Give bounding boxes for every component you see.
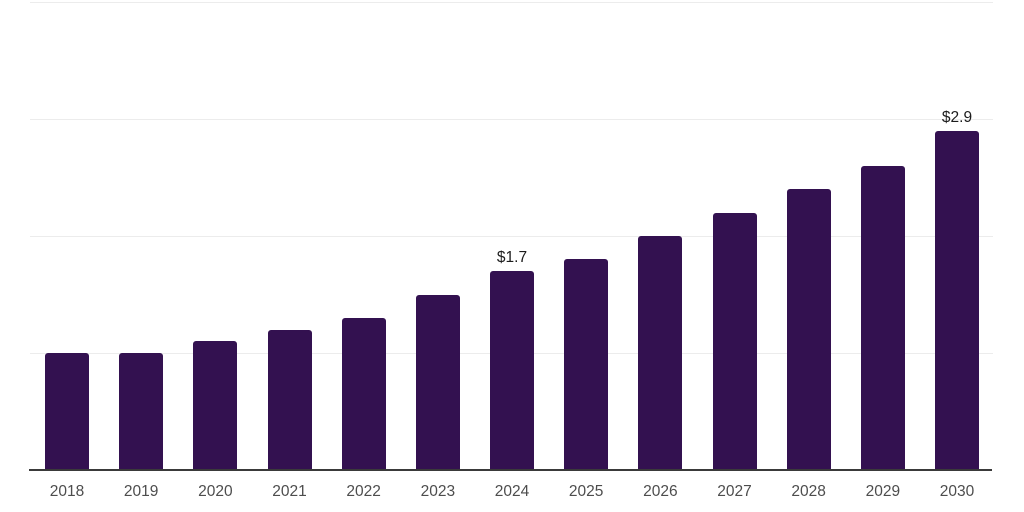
x-tick-2030: 2030 — [939, 483, 975, 500]
x-tick-2026: 2026 — [643, 483, 678, 500]
data-label-2030: $2.9 — [941, 108, 973, 126]
bar-2025 — [564, 259, 609, 470]
bar-2026 — [638, 236, 683, 470]
x-tick-2019: 2019 — [123, 483, 159, 500]
data-label-2024: $1.7 — [496, 249, 528, 267]
bar-2018 — [45, 353, 89, 470]
x-tick-2020: 2020 — [198, 483, 233, 500]
gridline-3 — [30, 119, 993, 120]
x-tick-2028: 2028 — [791, 483, 826, 500]
x-tick-2025: 2025 — [568, 483, 604, 500]
bar-2020 — [193, 341, 238, 470]
bar-2019 — [119, 353, 164, 470]
x-tick-2029: 2029 — [865, 483, 901, 500]
x-tick-2018: 2018 — [49, 483, 85, 500]
gridline-2 — [30, 236, 993, 237]
x-tick-2021: 2021 — [272, 483, 307, 500]
x-axis-line — [29, 469, 992, 471]
bar-2029 — [860, 165, 905, 470]
bar-2024 — [490, 271, 534, 470]
bar-2028 — [786, 189, 831, 470]
x-tick-2024: 2024 — [494, 483, 530, 500]
x-tick-2027: 2027 — [717, 483, 752, 500]
bar-2023 — [415, 294, 460, 470]
bar-2021 — [267, 329, 312, 470]
bar-2022 — [341, 317, 386, 470]
x-tick-2022: 2022 — [346, 483, 381, 500]
gridline-4 — [30, 2, 993, 3]
bar-2027 — [712, 212, 757, 470]
bar-2030 — [935, 130, 979, 470]
x-tick-2023: 2023 — [420, 483, 456, 500]
